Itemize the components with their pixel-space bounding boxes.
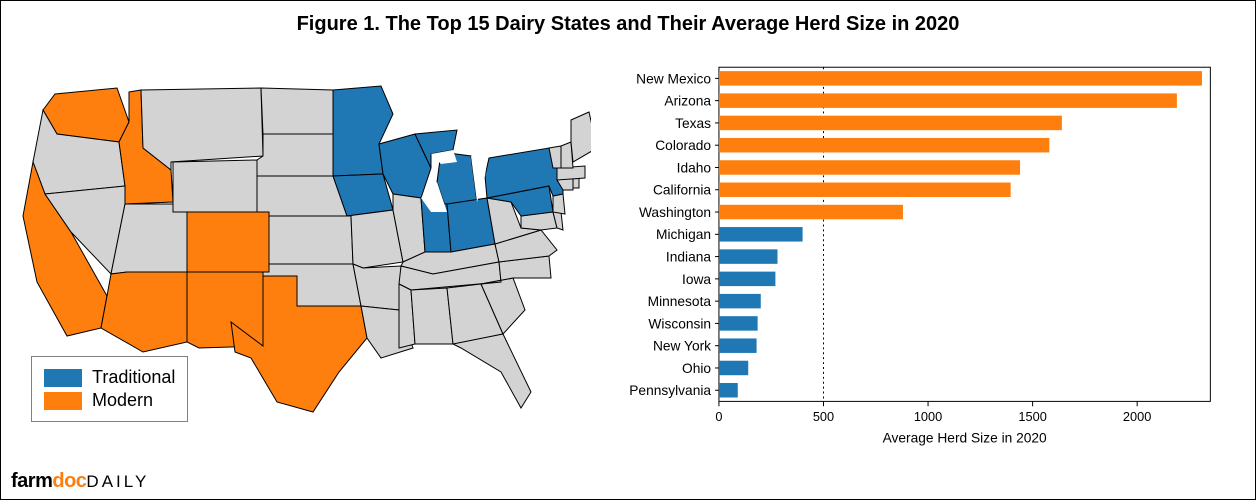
farmdoc-daily-logo: farmdocDAILY [11,470,149,493]
bar-chart-panel: New Mexico Arizona Texas Colorado Idaho Calif… [591,42,1255,462]
legend-item-traditional: Traditional [44,367,175,388]
bar-label: Colorado [655,138,711,153]
bar-minnesota [719,294,761,308]
x-tick-label: 500 [813,409,834,424]
state-nebraska [257,176,347,216]
bar-texas [719,116,1062,130]
bar-iowa [719,272,775,286]
legend-item-modern: Modern [44,390,175,411]
bar-michigan [719,227,803,241]
legend-swatch-modern [44,392,82,410]
state-alabama [411,288,453,344]
logo-part1: farm [11,470,52,492]
bar-label: Ohio [682,361,711,376]
state-rhode-island [573,178,579,188]
bar-label: Michigan [656,227,711,242]
map-panel: Traditional Modern [1,42,591,462]
bar-label: Iowa [682,272,711,287]
bar-new-mexico [719,71,1202,85]
bar-label: Indiana [666,250,711,265]
bar-label: Texas [675,116,711,131]
legend-swatch-traditional [44,369,82,387]
bar-label: Idaho [677,160,712,175]
bar-colorado [719,138,1049,152]
logo-part3: DAILY [86,472,149,491]
bar-ohio [719,361,748,375]
logo-part2: doc [52,470,86,492]
bar-label: Washington [639,205,711,220]
state-kansas [269,216,353,264]
state-maine [571,112,591,162]
bar-washington [719,205,903,219]
state-arkansas [353,264,401,310]
x-tick-label: 2000 [1123,409,1151,424]
bar-chart-svg: New Mexico Arizona Texas Colorado Idaho Calif… [601,52,1230,452]
bar-label: New Mexico [636,71,711,86]
state-wyoming [173,160,257,212]
state-florida [453,334,531,408]
bar-label: Pennsylvania [629,383,711,398]
x-axis-label: Average Herd Size in 2020 [883,431,1047,446]
bar-label: California [653,183,711,198]
state-new-mexico [187,272,263,348]
legend-label-modern: Modern [92,390,153,411]
bar-new-york [719,338,757,352]
figure-title: Figure 1. The Top 15 Dairy States and Th… [1,1,1255,42]
figure-container: Figure 1. The Top 15 Dairy States and Th… [0,0,1256,500]
state-ohio [447,198,495,252]
bar-pennsylvania [719,383,738,397]
bar-label: Minnesota [648,294,712,309]
legend-label-traditional: Traditional [92,367,175,388]
state-colorado [187,212,269,272]
bar-label: Arizona [664,94,711,109]
bar-label: Wisconsin [648,316,711,331]
bar-california [719,183,1011,197]
state-utah [111,204,187,274]
bar-wisconsin [719,316,758,330]
x-tick-label: 1500 [1018,409,1046,424]
state-montana [141,88,263,170]
state-arizona [101,272,187,352]
state-north-dakota [261,88,333,134]
bar-arizona [719,93,1177,107]
bar-label: New York [653,339,711,354]
bar-idaho [719,160,1020,174]
state-new-jersey [553,194,565,214]
bar-indiana [719,249,778,263]
map-legend: Traditional Modern [31,356,188,422]
x-tick-label: 1000 [914,409,942,424]
panels-row: Traditional Modern New Mexico Arizona Texa… [1,42,1255,462]
state-south-dakota [257,134,333,176]
x-tick-label: 0 [715,409,722,424]
